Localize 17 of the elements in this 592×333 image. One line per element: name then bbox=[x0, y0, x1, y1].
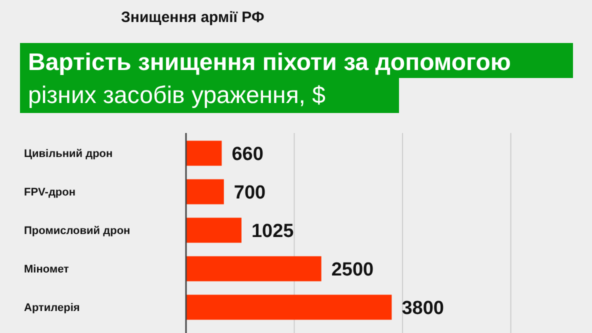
y-tick-label: Промисловий дрон bbox=[24, 225, 130, 238]
chart-title: Вартість знищення піхоти за допомогою різних засобів ураження, $ bbox=[28, 49, 511, 109]
bar bbox=[186, 179, 224, 204]
bar bbox=[186, 140, 222, 166]
y-tick-label: Артилерія bbox=[24, 302, 80, 314]
chart-subtitle: Знищення армії РФ bbox=[121, 9, 264, 26]
y-tick-label: FPV-дрон bbox=[24, 186, 76, 199]
data-label: 700 bbox=[234, 182, 266, 204]
data-label: 660 bbox=[232, 144, 264, 166]
bar bbox=[186, 256, 322, 282]
bar bbox=[186, 294, 392, 320]
data-label: 3800 bbox=[402, 298, 444, 320]
data-label: 2500 bbox=[331, 260, 374, 281]
data-label: 1025 bbox=[251, 221, 294, 242]
bar bbox=[186, 218, 242, 243]
y-tick-label: Цивільний дрон bbox=[24, 148, 113, 160]
y-tick-label: Міномет bbox=[24, 264, 70, 276]
